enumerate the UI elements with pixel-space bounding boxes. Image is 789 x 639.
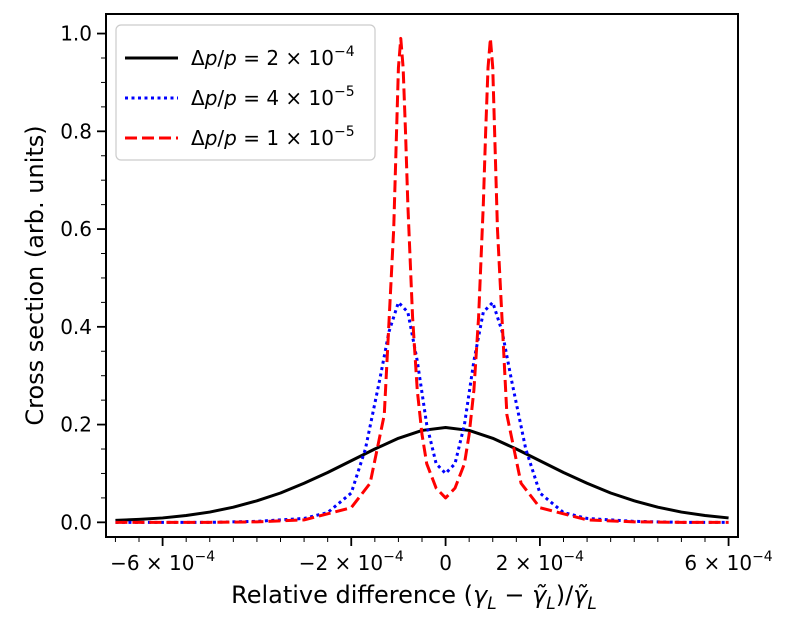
y-tick-label: 0.4 [60,315,92,339]
legend-label-2: Δp/p = 4 × 10−5 [191,84,355,110]
series-line-3 [115,36,729,524]
x-axis-ticks: −6 × 10−4 −2 × 10−4 0 2 × 10−4 6 × 10−4 [110,537,773,575]
legend: Δp/p = 2 × 10−4 Δp/p = 4 × 10−5 Δp/p = 1 ×… [115,24,376,161]
plot-frame [105,13,739,538]
y-tick-label: 1.0 [60,22,92,46]
x-axis-title: Relative difference (γL − γ̃L)/γ̃L [231,581,597,614]
y-axis-title: Cross section (arb. units) [21,125,49,425]
x-tick-label: 0 [439,551,452,575]
y-tick-label: 0.2 [60,413,92,437]
legend-label-3: Δp/p = 1 × 10−5 [191,124,355,150]
x-tick-label: 6 × 10−4 [684,549,772,575]
legend-label-1: Δp/p = 2 × 10−4 [191,44,355,70]
series-layer [115,36,729,524]
y-axis-ticks: 0.0 0.2 0.4 0.6 0.8 1.0 [60,22,106,534]
y-tick-label: 0.0 [60,510,92,534]
series-line-2 [115,300,729,524]
y-tick-label: 0.8 [60,119,92,143]
y-tick-label: 0.6 [60,217,92,241]
x-tick-label: −6 × 10−4 [110,549,215,575]
x-tick-label: −2 × 10−4 [299,549,404,575]
legend-box [115,24,376,161]
series-line-1 [115,426,729,522]
x-tick-label: 2 × 10−4 [496,549,584,575]
